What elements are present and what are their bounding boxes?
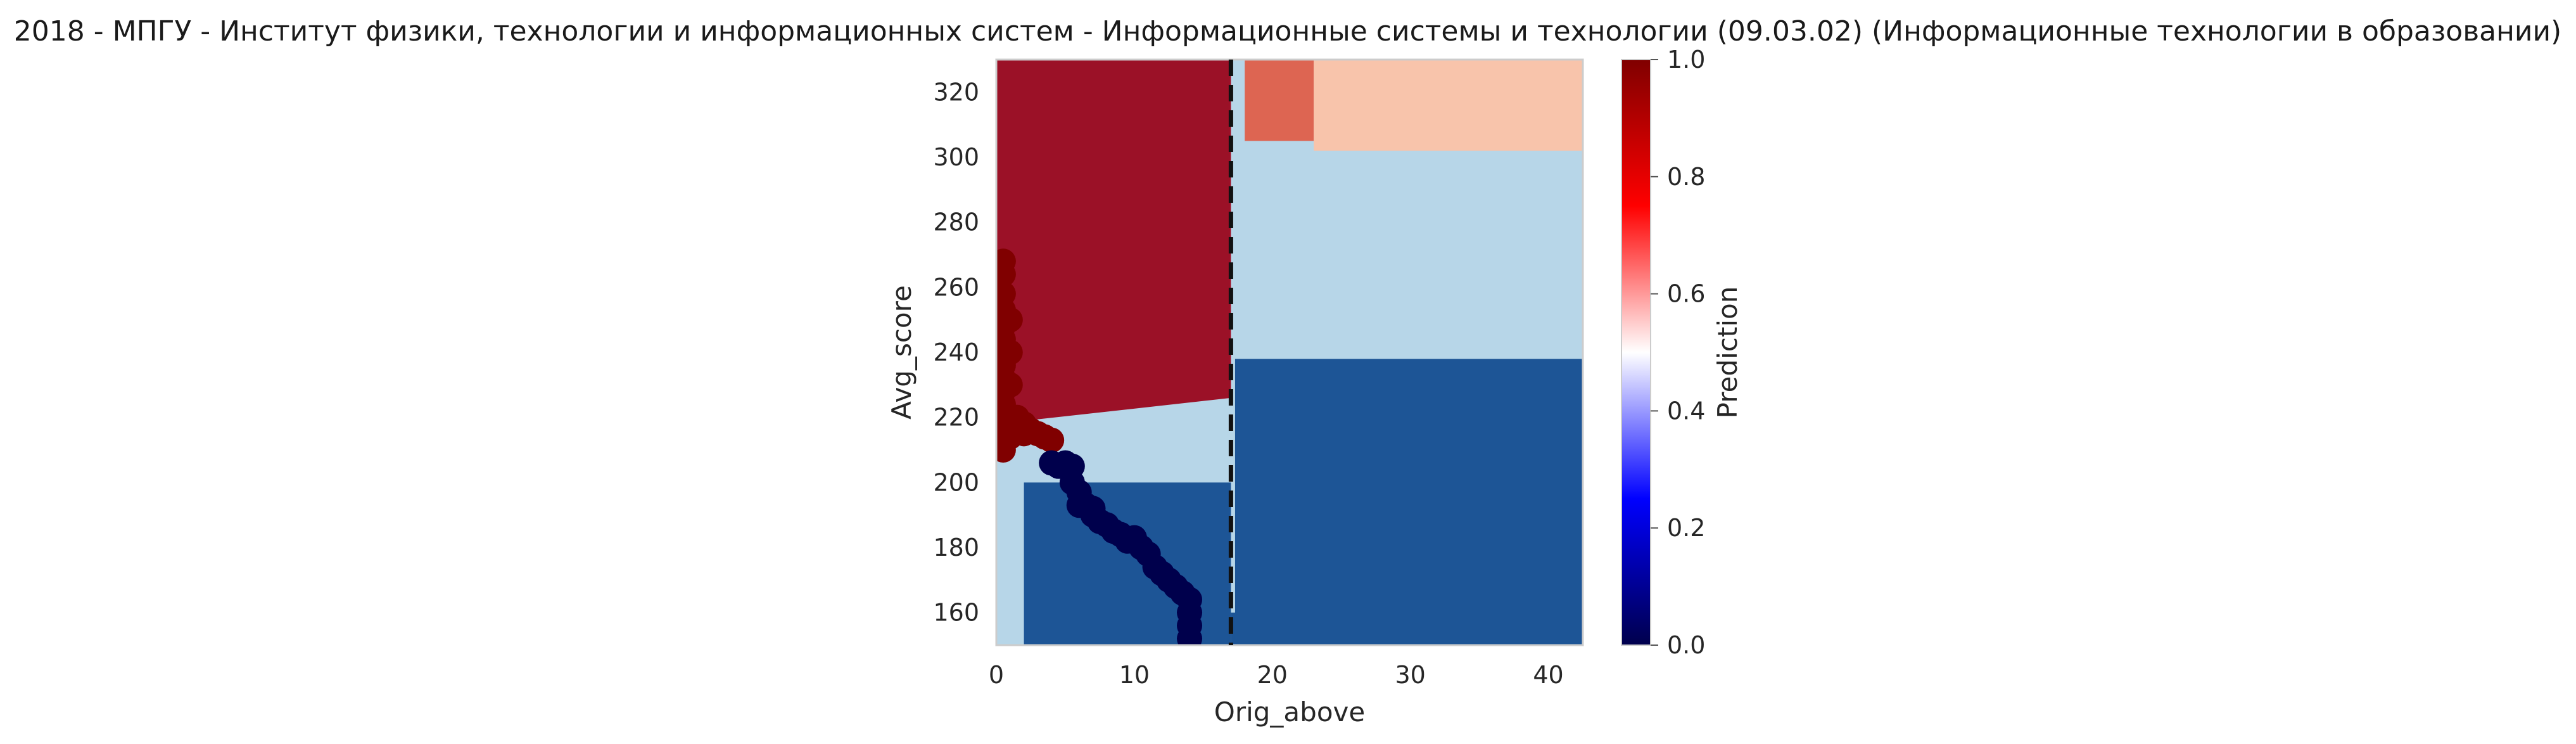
x-tick-label: 20 [1257, 661, 1288, 689]
colorbar-tick-label: 0.4 [1667, 397, 1705, 425]
scatter-points [996, 248, 1203, 645]
x-tick-label: 40 [1533, 661, 1563, 689]
contour-region-1 [1245, 60, 1314, 141]
x-axis-label: Orig_above [1214, 696, 1365, 728]
y-tick-label: 300 [933, 143, 979, 171]
point-high [1039, 427, 1065, 453]
colorbar [1621, 59, 1651, 646]
y-axis-label: Avg_score [886, 285, 917, 420]
point-low [1177, 625, 1203, 645]
y-tick-label: 220 [933, 404, 979, 432]
colorbar-tick-label: 1.0 [1667, 46, 1705, 74]
plot-frame [995, 58, 1584, 646]
contour-region-0 [996, 60, 1231, 424]
colorbar-tick-label: 0.6 [1667, 280, 1705, 308]
y-axis-ticks: 160 180 200 220 240 260 280 300 320 [933, 78, 979, 626]
colorbar-tick-label: 0.8 [1667, 163, 1705, 191]
colorbar-label: Prediction [1712, 286, 1743, 419]
x-tick-label: 10 [1119, 661, 1150, 689]
x-tick-label: 30 [1395, 661, 1425, 689]
contour-region-2 [1314, 60, 1583, 151]
point-high [997, 372, 1023, 398]
point-high [997, 307, 1023, 333]
point-high [996, 261, 1016, 287]
colorbar-ticks: 0.0 0.2 0.4 0.6 0.8 1.0 [1651, 46, 1705, 659]
contour-region-5 [1234, 359, 1583, 645]
y-tick-label: 180 [933, 534, 979, 561]
colorbar-tick-label: 0.0 [1667, 631, 1705, 659]
point-high [997, 340, 1023, 365]
y-tick-label: 160 [933, 599, 979, 627]
y-tick-label: 260 [933, 273, 979, 301]
y-tick-label: 200 [933, 468, 979, 496]
colorbar-tick-label: 0.2 [1667, 514, 1705, 542]
x-axis-ticks: 0 10 20 30 40 [989, 661, 1564, 689]
y-tick-label: 320 [933, 78, 979, 106]
chart-title: 2018 - МПГУ - Институт физики, технологи… [14, 15, 2561, 48]
y-tick-label: 280 [933, 208, 979, 236]
x-tick-label: 0 [989, 661, 1004, 689]
contour-region-3 [1238, 170, 1583, 343]
y-tick-label: 240 [933, 338, 979, 366]
contour-regions [996, 60, 1583, 645]
plot-area [996, 60, 1583, 645]
